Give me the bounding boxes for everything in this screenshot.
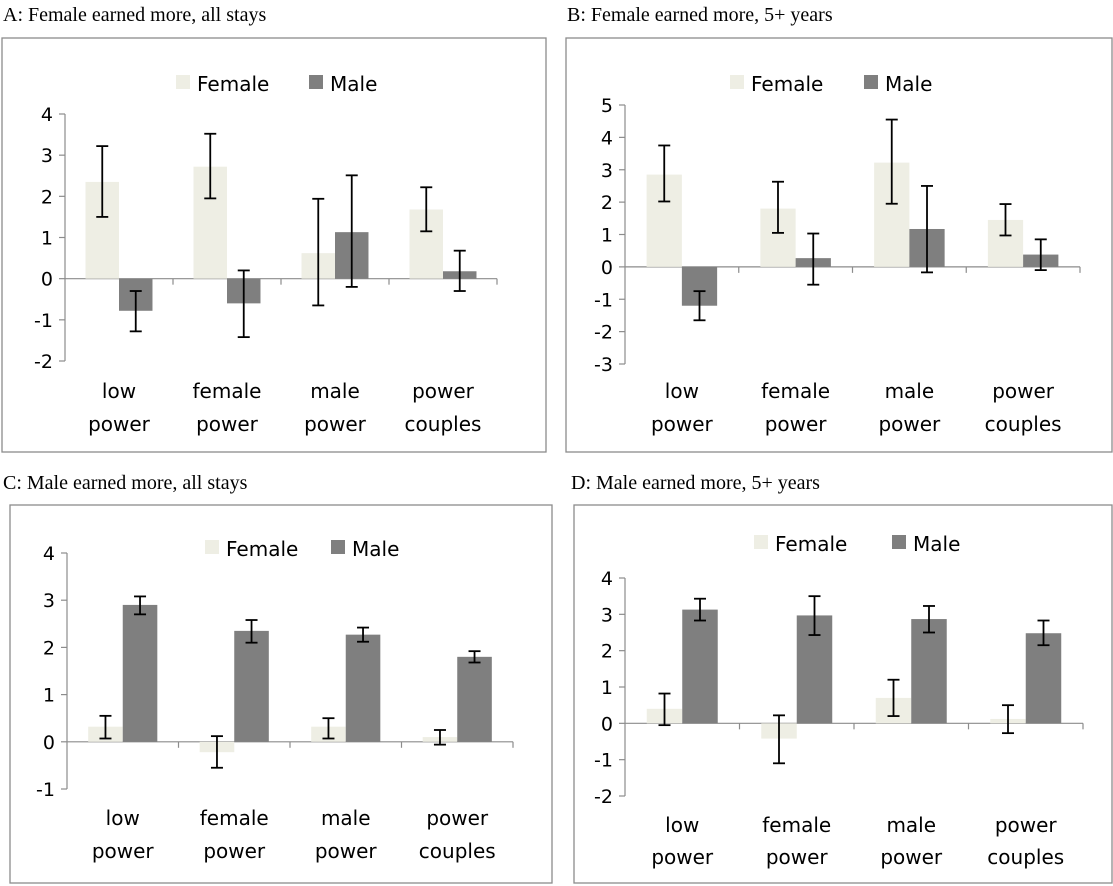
legend-swatch-female: [176, 75, 190, 89]
y-tick-label: 1: [601, 225, 613, 247]
y-tick-label: 4: [601, 568, 613, 590]
y-tick-label: 1: [41, 228, 53, 250]
panel-title: C: Male earned more, all stays: [3, 472, 248, 494]
category-label: female: [761, 379, 830, 403]
y-tick-label: -1: [34, 310, 53, 332]
legend-label-female: Female: [751, 72, 823, 96]
y-tick-label: 3: [41, 145, 53, 167]
y-tick-label: 0: [43, 732, 55, 754]
panel-frame: [1, 37, 547, 453]
panel-title: A: Female earned more, all stays: [3, 4, 266, 26]
chart-panel-d: D: Male earned more, 5+ years -2 -1 0 1 2 3 4 lo…: [571, 472, 1113, 884]
male-bar: [911, 619, 947, 724]
chart-panel-a: A: Female earned more, all stays -2 -1 0 1 2 3…: [1, 4, 547, 453]
category-label: power: [92, 839, 155, 863]
category-label: power: [315, 839, 378, 863]
legend-label-male: Male: [352, 537, 399, 561]
legend-label-female: Female: [197, 72, 269, 96]
panel-title: B: Female earned more, 5+ years: [567, 4, 833, 26]
category-label: male: [886, 813, 936, 837]
y-tick-label: -2: [594, 322, 613, 344]
y-tick-label: -2: [594, 786, 613, 808]
male-bar: [1025, 633, 1062, 724]
y-tick-label: 4: [601, 127, 613, 149]
y-tick-label: 2: [601, 192, 613, 214]
y-tick-label: -1: [594, 289, 613, 311]
category-label: male: [321, 806, 371, 830]
male-bar: [682, 609, 718, 724]
legend-swatch-female: [205, 540, 219, 554]
category-label: power: [304, 412, 367, 436]
legend-swatch-female: [730, 75, 744, 89]
legend-label-female: Female: [775, 532, 847, 556]
y-tick-label: -1: [594, 750, 613, 772]
category-label: power: [765, 412, 828, 436]
chart-panel-c: C: Male earned more, all stays -1 0 1 2 3 4 low…: [3, 472, 553, 884]
panel-title: D: Male earned more, 5+ years: [571, 472, 820, 494]
y-tick-label: -2: [34, 351, 53, 373]
y-tick-label: 5: [601, 95, 613, 117]
panel-frame: [573, 504, 1113, 884]
y-tick-label: -3: [594, 354, 613, 376]
category-label: power: [651, 845, 714, 869]
y-tick-label: 3: [43, 590, 55, 612]
category-label: couples: [405, 412, 482, 436]
category-label: low: [102, 379, 136, 403]
male-bar: [345, 634, 381, 742]
category-label: power: [88, 412, 151, 436]
category-label: couples: [987, 845, 1064, 869]
legend-swatch-male: [331, 540, 345, 554]
category-label: low: [665, 379, 699, 403]
category-label: female: [762, 813, 831, 837]
category-label: low: [665, 813, 699, 837]
category-label: power: [766, 845, 829, 869]
category-label: power: [426, 806, 489, 830]
y-tick-label: 0: [41, 269, 53, 291]
y-tick-label: 2: [41, 186, 53, 208]
male-bar: [457, 656, 492, 742]
y-tick-label: 3: [601, 604, 613, 626]
y-tick-label: 4: [43, 543, 55, 565]
category-label: female: [200, 806, 269, 830]
y-tick-label: 2: [601, 641, 613, 663]
category-label: couples: [985, 412, 1062, 436]
y-tick-label: 0: [601, 257, 613, 279]
legend-label-female: Female: [226, 537, 298, 561]
y-tick-label: 2: [43, 637, 55, 659]
category-label: male: [885, 379, 935, 403]
y-tick-label: 0: [601, 713, 613, 735]
category-label: female: [193, 379, 262, 403]
legend-swatch-female: [754, 535, 768, 549]
category-label: power: [995, 813, 1058, 837]
category-label: power: [992, 379, 1055, 403]
legend-swatch-male: [892, 535, 906, 549]
category-label: power: [651, 412, 714, 436]
legend-swatch-male: [309, 75, 323, 89]
category-label: couples: [419, 839, 496, 863]
panel-frame: [565, 37, 1113, 453]
male-bar: [234, 630, 269, 742]
category-label: low: [106, 806, 140, 830]
category-label: male: [310, 379, 360, 403]
legend-label-male: Male: [330, 72, 377, 96]
category-label: power: [880, 845, 943, 869]
legend-label-male: Male: [885, 72, 932, 96]
y-tick-label: 3: [601, 160, 613, 182]
y-tick-label: 1: [43, 685, 55, 707]
category-label: power: [412, 379, 475, 403]
category-label: power: [878, 412, 941, 436]
y-tick-label: 4: [41, 104, 53, 126]
y-tick-label: -1: [36, 779, 55, 801]
y-tick-label: 1: [601, 677, 613, 699]
legend-swatch-male: [864, 75, 878, 89]
panel-frame: [9, 504, 553, 884]
category-label: power: [203, 839, 266, 863]
male-bar: [122, 604, 158, 742]
category-label: power: [196, 412, 259, 436]
chart-panel-b: B: Female earned more, 5+ years -3 -2 -1 0 1 2…: [565, 4, 1113, 453]
legend-label-male: Male: [913, 532, 960, 556]
